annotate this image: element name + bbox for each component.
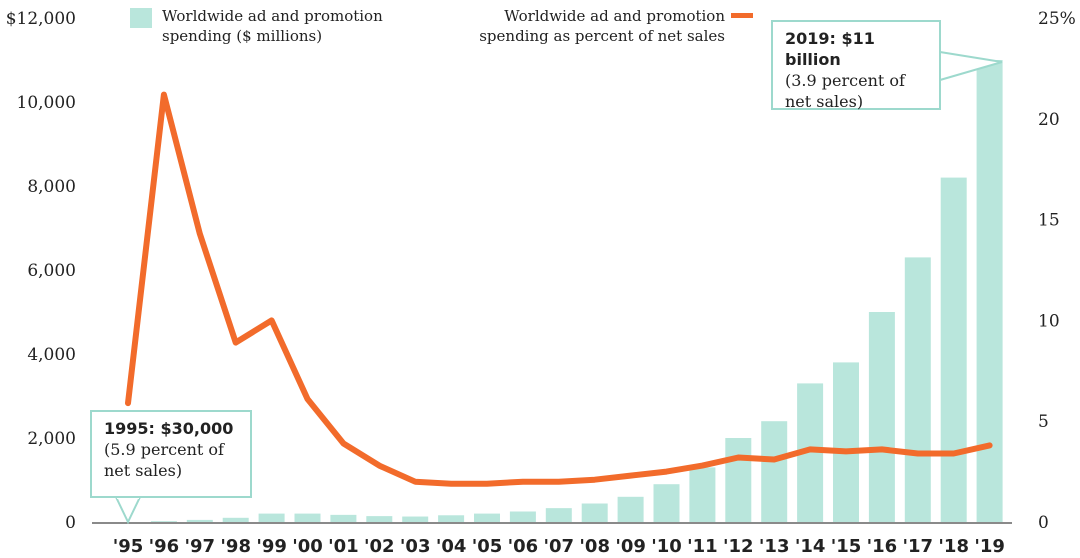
annotation-1995: 1995: $30,000 (5.9 percent of net sales) <box>90 410 252 498</box>
bar-6 <box>330 514 357 522</box>
legend-bar-swatch <box>130 8 152 28</box>
x-tick-label: '96 <box>149 536 180 557</box>
x-tick-label: '99 <box>256 536 287 557</box>
x-tick-label: '02 <box>364 536 395 557</box>
x-tick-label: '17 <box>903 536 934 557</box>
x-tick-label: '11 <box>687 536 718 557</box>
annotation-2019-line3: net sales) <box>785 92 864 111</box>
left-tick-label: 10,000 <box>17 93 76 113</box>
x-tick-label: '14 <box>795 536 826 557</box>
bar-10 <box>474 513 500 522</box>
right-tick-label: 15 <box>1038 211 1060 231</box>
x-tick-label: '08 <box>579 536 610 557</box>
bar-11 <box>509 511 536 522</box>
bar-18 <box>761 421 788 522</box>
annotation-1995-pointer <box>114 496 142 525</box>
x-tick-label: '19 <box>974 536 1005 557</box>
left-tick-label: 0 <box>65 513 76 533</box>
bar-7 <box>366 516 393 522</box>
annotation-2019-head: 2019: $11 billion <box>785 29 875 69</box>
right-tick-label: 25% <box>1038 9 1076 29</box>
line-series <box>125 91 993 487</box>
right-tick-label: 20 <box>1038 110 1060 130</box>
x-tick-label: '16 <box>867 536 898 557</box>
bar-13 <box>581 503 608 522</box>
legend-bar-label: Worldwide ad and promotion spending ($ m… <box>162 6 383 46</box>
x-tick-label: '09 <box>615 536 646 557</box>
bar-16 <box>689 467 716 522</box>
x-tick-label: '04 <box>436 536 467 557</box>
x-tick-label: '15 <box>831 536 862 557</box>
legend-line-label: Worldwide ad and promotion spending as p… <box>440 6 725 46</box>
left-tick-label: 6,000 <box>27 261 76 281</box>
bar-23 <box>940 177 967 522</box>
annotation-1995-line2: (5.9 percent of <box>104 440 224 459</box>
annotation-2019-line2: (3.9 percent of <box>785 71 905 90</box>
x-axis-ticks: '95'96'97'98'99'00'01'02'03'04'05'06'07 '… <box>113 536 1005 557</box>
bar-5 <box>294 513 321 522</box>
bar-9 <box>438 515 465 522</box>
x-tick-label: '18 <box>938 536 969 557</box>
percent-line <box>125 91 993 487</box>
legend-line-label-line1: Worldwide ad and promotion <box>504 7 725 25</box>
bar-24 <box>976 60 1003 522</box>
bar-4 <box>258 513 285 522</box>
bar-21 <box>868 312 895 522</box>
left-tick-label: $12,000 <box>6 9 76 29</box>
right-tick-label: 10 <box>1038 311 1060 331</box>
x-tick-label: '13 <box>759 536 790 557</box>
x-tick-label: '00 <box>292 536 323 557</box>
x-tick-label: '10 <box>651 536 682 557</box>
left-tick-label: 8,000 <box>27 177 76 197</box>
legend-bar-label-line1: Worldwide ad and promotion <box>162 7 383 25</box>
bar-17 <box>725 438 752 522</box>
annotation-1995-line3: net sales) <box>104 461 183 480</box>
right-tick-label: 0 <box>1038 513 1049 533</box>
x-tick-label: '05 <box>472 536 503 557</box>
legend-bar-label-line2: spending ($ millions) <box>162 27 323 45</box>
bar-2 <box>186 519 213 522</box>
bar-15 <box>653 484 680 522</box>
x-tick-label: '01 <box>328 536 359 557</box>
left-axis-ticks: $12,000 10,000 8,000 6,000 4,000 2,000 0 <box>6 9 76 533</box>
annotation-2019: 2019: $11 billion (3.9 percent of net sa… <box>771 20 941 111</box>
legend-line-label-line2: spending as percent of net sales <box>479 27 725 45</box>
bar-12 <box>545 508 572 522</box>
x-tick-label: '06 <box>508 536 539 557</box>
right-axis-ticks: 25% 20 15 10 5 0 <box>1038 9 1076 533</box>
bar-3 <box>222 517 249 522</box>
x-tick-label: '97 <box>185 536 216 557</box>
bar-20 <box>833 362 859 522</box>
x-tick-label: '07 <box>544 536 575 557</box>
left-tick-label: 2,000 <box>27 429 76 449</box>
x-tick-label: '98 <box>220 536 251 557</box>
right-tick-label: 5 <box>1038 412 1049 432</box>
annotation-1995-head: 1995: $30,000 <box>104 419 234 438</box>
legend-line-swatch <box>731 13 753 18</box>
bar-22 <box>904 257 931 522</box>
bar-14 <box>617 496 644 522</box>
x-tick-label: '12 <box>723 536 754 557</box>
x-tick-label: '95 <box>113 536 144 557</box>
bar-8 <box>402 516 429 522</box>
left-tick-label: 4,000 <box>27 345 76 365</box>
bar-1 <box>150 521 177 522</box>
x-tick-label: '03 <box>400 536 431 557</box>
